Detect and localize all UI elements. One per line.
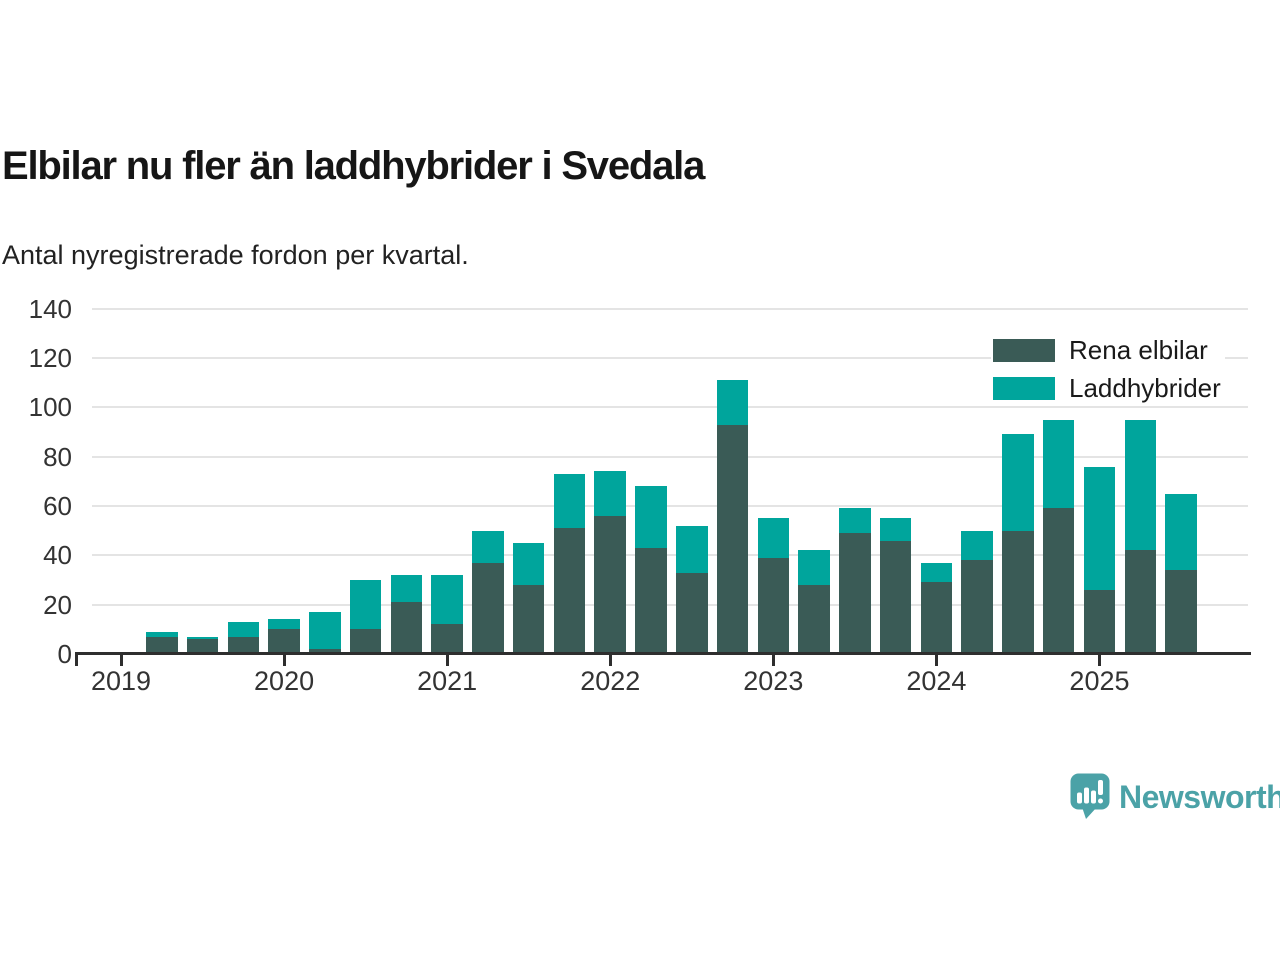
bar-segment-rena-elbilar bbox=[879, 540, 912, 654]
legend-item-laddhybrider: Laddhybrider bbox=[993, 372, 1221, 403]
bar-segment-rena-elbilar bbox=[798, 584, 830, 654]
bar-segment-rena-elbilar bbox=[1002, 530, 1034, 654]
axis-tick-2020 bbox=[282, 655, 286, 666]
legend-item-rena-elbilar: Rena elbilar bbox=[993, 334, 1221, 365]
bar-segment-rena-elbilar bbox=[268, 629, 300, 654]
legend-label-rena-elbilar: Rena elbilar bbox=[1069, 334, 1208, 365]
bar-segment-laddhybrider bbox=[268, 619, 300, 630]
bar-segment-rena-elbilar bbox=[186, 639, 219, 654]
bar-segment-rena-elbilar bbox=[635, 547, 667, 654]
bar-segment-laddhybrider bbox=[309, 612, 341, 650]
x-axis-label-2025: 2025 bbox=[1069, 666, 1130, 696]
bar-segment-rena-elbilar bbox=[472, 562, 504, 654]
bar-segment-rena-elbilar bbox=[676, 572, 708, 654]
chart-subtitle: Antal nyregistrerade fordon per kvartal. bbox=[2, 240, 469, 270]
bar-segment-rena-elbilar bbox=[309, 649, 341, 654]
chart-title: Elbilar nu fler än laddhybrider i Svedal… bbox=[2, 144, 705, 188]
axis-tick-origin bbox=[75, 655, 78, 666]
gridline-140 bbox=[92, 307, 1248, 310]
bar-segment-rena-elbilar bbox=[961, 560, 993, 654]
x-axis-label-2024: 2024 bbox=[906, 666, 967, 696]
bar-segment-rena-elbilar bbox=[1165, 570, 1197, 654]
y-axis-label-100: 100 bbox=[28, 392, 72, 423]
axis-tick-2019 bbox=[119, 655, 123, 666]
gridline-20 bbox=[92, 603, 1248, 606]
bar-segment-rena-elbilar bbox=[146, 636, 178, 654]
bar-segment-laddhybrider bbox=[472, 530, 504, 563]
legend-swatch-laddhybrider bbox=[993, 376, 1055, 400]
y-axis-label-120: 120 bbox=[28, 343, 72, 374]
bar-segment-rena-elbilar bbox=[390, 602, 423, 654]
x-axis-label-2022: 2022 bbox=[580, 666, 641, 696]
axis-tick-2021 bbox=[445, 655, 449, 666]
bar-segment-laddhybrider bbox=[146, 631, 178, 637]
bar-segment-laddhybrider bbox=[961, 530, 993, 561]
axis-tick-2024 bbox=[934, 655, 938, 666]
gridline-80 bbox=[92, 455, 1248, 458]
legend: Rena elbilar Laddhybrider bbox=[991, 334, 1225, 404]
bar-segment-rena-elbilar bbox=[227, 636, 260, 654]
bar-segment-laddhybrider bbox=[594, 471, 626, 516]
x-axis-label-2020: 2020 bbox=[254, 666, 315, 696]
gridline-120 bbox=[92, 357, 1248, 360]
bar-segment-laddhybrider bbox=[431, 575, 463, 625]
bar-segment-laddhybrider bbox=[839, 508, 871, 534]
bar-segment-laddhybrider bbox=[512, 543, 545, 585]
x-axis-label-2023: 2023 bbox=[743, 666, 804, 696]
bar-segment-laddhybrider bbox=[920, 562, 953, 583]
bar-segment-rena-elbilar bbox=[1124, 550, 1156, 654]
bar-segment-rena-elbilar bbox=[716, 424, 749, 654]
bar-segment-laddhybrider bbox=[635, 486, 667, 548]
bar-segment-rena-elbilar bbox=[594, 515, 626, 654]
bar-segment-laddhybrider bbox=[798, 550, 830, 585]
legend-swatch-rena-elbilar bbox=[993, 338, 1055, 362]
y-axis-label-40: 40 bbox=[43, 540, 72, 571]
bar-segment-rena-elbilar bbox=[920, 582, 953, 654]
bar-segment-laddhybrider bbox=[349, 580, 382, 630]
x-axis-line bbox=[75, 652, 1251, 655]
newsworthy-logo: Newsworthy bbox=[1070, 773, 1280, 820]
bar-segment-laddhybrider bbox=[390, 575, 423, 603]
gridline-100 bbox=[92, 406, 1248, 409]
bar-segment-rena-elbilar bbox=[757, 557, 790, 654]
brand-name: Newsworthy bbox=[1119, 779, 1280, 815]
bar-segment-rena-elbilar bbox=[1083, 589, 1116, 654]
bar-segment-rena-elbilar bbox=[431, 624, 463, 654]
bar-segment-laddhybrider bbox=[227, 621, 260, 637]
bar-segment-laddhybrider bbox=[1124, 419, 1156, 551]
bar-segment-laddhybrider bbox=[757, 518, 790, 558]
bar-segment-laddhybrider bbox=[676, 525, 708, 573]
bar-segment-laddhybrider bbox=[553, 473, 586, 529]
axis-tick-2022 bbox=[608, 655, 612, 666]
y-axis-label-140: 140 bbox=[28, 293, 72, 324]
bar-segment-laddhybrider bbox=[186, 636, 219, 640]
bar-segment-laddhybrider bbox=[1165, 493, 1197, 571]
bar-segment-rena-elbilar bbox=[839, 533, 871, 654]
y-axis-label-80: 80 bbox=[43, 441, 72, 472]
bar-segment-rena-elbilar bbox=[553, 528, 586, 654]
axis-tick-2025 bbox=[1097, 655, 1101, 666]
x-axis-label-2019: 2019 bbox=[90, 666, 152, 696]
bar-segment-rena-elbilar bbox=[512, 584, 545, 654]
y-axis-label-20: 20 bbox=[43, 589, 72, 620]
bar-segment-laddhybrider bbox=[1002, 434, 1034, 531]
bar-segment-laddhybrider bbox=[1083, 466, 1116, 590]
y-axis-label-0: 0 bbox=[57, 639, 72, 669]
bar-segment-rena-elbilar bbox=[1042, 508, 1075, 654]
x-axis-label-2021: 2021 bbox=[417, 666, 478, 696]
gridline-60 bbox=[92, 505, 1248, 507]
gridline-40 bbox=[92, 554, 1248, 557]
legend-label-laddhybrider: Laddhybrider bbox=[1069, 372, 1221, 403]
bar-segment-laddhybrider bbox=[716, 380, 749, 425]
bar-segment-rena-elbilar bbox=[349, 629, 382, 654]
axis-tick-2023 bbox=[771, 655, 775, 666]
bar-segment-laddhybrider bbox=[1042, 419, 1075, 509]
chart-bubble-icon bbox=[1070, 773, 1110, 819]
y-axis-label-60: 60 bbox=[43, 491, 72, 521]
bar-segment-laddhybrider bbox=[879, 518, 912, 541]
